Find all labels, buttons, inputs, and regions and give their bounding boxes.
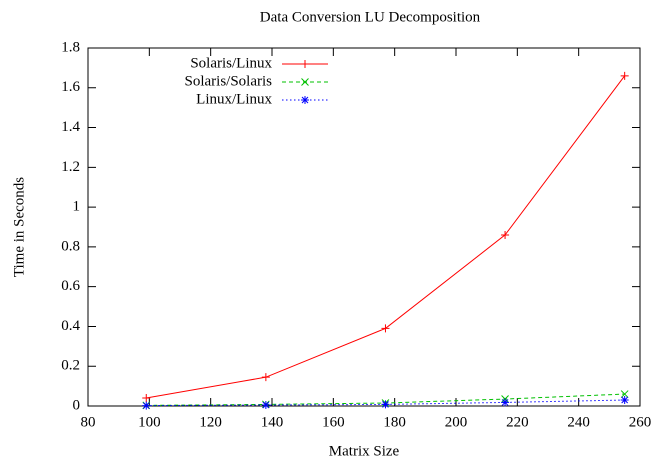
point-marker <box>142 401 151 410</box>
x-tick-label: 80 <box>81 414 96 430</box>
point-marker <box>381 324 390 333</box>
legend-marker <box>301 96 309 104</box>
point-marker <box>620 71 629 80</box>
x-tick-label: 100 <box>138 414 161 430</box>
point-marker <box>620 390 629 398</box>
x-tick-label: 180 <box>383 414 406 430</box>
x-tick-label: 160 <box>322 414 345 430</box>
point-marker <box>381 400 390 409</box>
y-tick-label: 1.8 <box>61 39 80 55</box>
x-tick-label: 140 <box>261 414 284 430</box>
x-tick-label: 220 <box>506 414 529 430</box>
legend-label: Linux/Linux <box>196 91 272 107</box>
y-tick-label: 1.6 <box>61 79 80 95</box>
x-axis-label: Matrix Size <box>329 443 400 459</box>
legend-marker <box>301 78 309 86</box>
legend-label: Solaris/Linux <box>190 55 272 71</box>
x-tick-label: 200 <box>445 414 468 430</box>
x-tick-label: 120 <box>199 414 222 430</box>
point-marker <box>501 398 510 407</box>
y-tick-label: 1.4 <box>61 119 80 135</box>
chart-title: Data Conversion LU Decomposition <box>260 9 481 25</box>
y-tick-label: 0 <box>73 397 81 413</box>
y-tick-label: 0.6 <box>61 278 80 294</box>
x-tick-label: 260 <box>629 414 652 430</box>
point-marker <box>261 401 270 410</box>
x-tick-label: 240 <box>567 414 590 430</box>
plot-frame <box>87 47 641 407</box>
y-tick-label: 0.2 <box>61 358 80 374</box>
y-axis-label: Time in Seconds <box>11 177 27 277</box>
y-tick-label: 0.4 <box>61 318 80 334</box>
point-marker <box>620 396 629 405</box>
legend-marker <box>301 60 309 68</box>
series-line <box>146 75 626 399</box>
point-marker <box>261 373 270 382</box>
point-marker <box>142 394 151 403</box>
point-marker <box>501 230 510 239</box>
y-tick-label: 1.2 <box>61 159 80 175</box>
y-tick-label: 0.8 <box>61 238 80 254</box>
y-tick-label: 1 <box>73 199 81 215</box>
legend-label: Solaris/Solaris <box>184 73 272 89</box>
